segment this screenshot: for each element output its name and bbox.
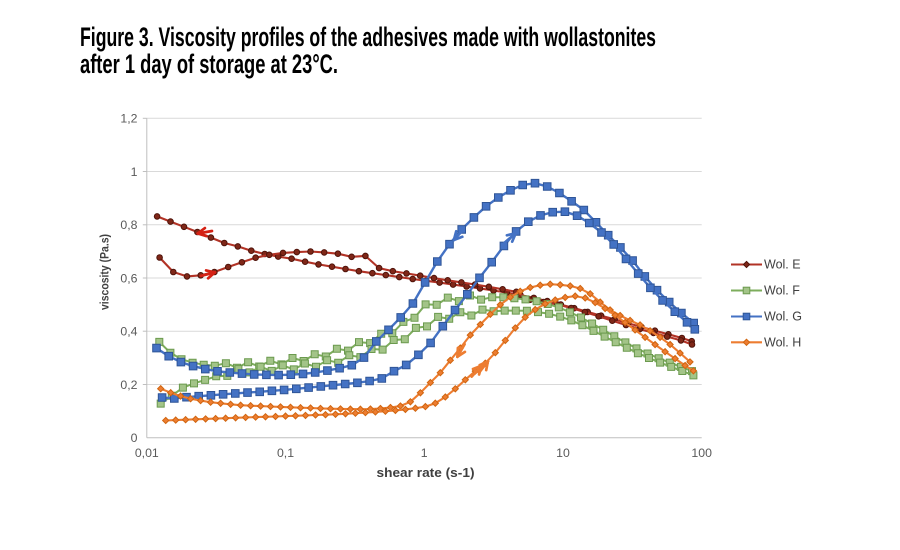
svg-text:shear rate (s-1): shear rate (s-1) (377, 465, 475, 480)
svg-text:Wol. E: Wol. E (764, 258, 801, 272)
svg-text:after 1 day of storage at 23°C: after 1 day of storage at 23°C. (80, 49, 338, 79)
svg-text:0,2: 0,2 (120, 378, 137, 392)
svg-text:Wol. F: Wol. F (764, 284, 800, 298)
svg-text:0,6: 0,6 (120, 271, 137, 285)
svg-text:0,4: 0,4 (120, 325, 137, 339)
svg-text:0: 0 (131, 431, 138, 445)
svg-text:0,8: 0,8 (120, 218, 137, 232)
svg-text:1,2: 1,2 (120, 112, 137, 126)
svg-text:Figure 3. Viscosity profiles o: Figure 3. Viscosity profiles of the adhe… (80, 22, 656, 52)
svg-text:Wol. H: Wol. H (764, 336, 801, 350)
svg-text:0,1: 0,1 (277, 446, 294, 460)
svg-text:0,01: 0,01 (135, 446, 159, 460)
svg-text:Wol. G: Wol. G (764, 310, 802, 324)
svg-text:10: 10 (556, 446, 570, 460)
svg-text:100: 100 (691, 446, 712, 460)
svg-text:1: 1 (421, 446, 428, 460)
svg-text:1: 1 (131, 165, 138, 179)
svg-text:viscosity (Pa.s): viscosity (Pa.s) (100, 234, 112, 310)
